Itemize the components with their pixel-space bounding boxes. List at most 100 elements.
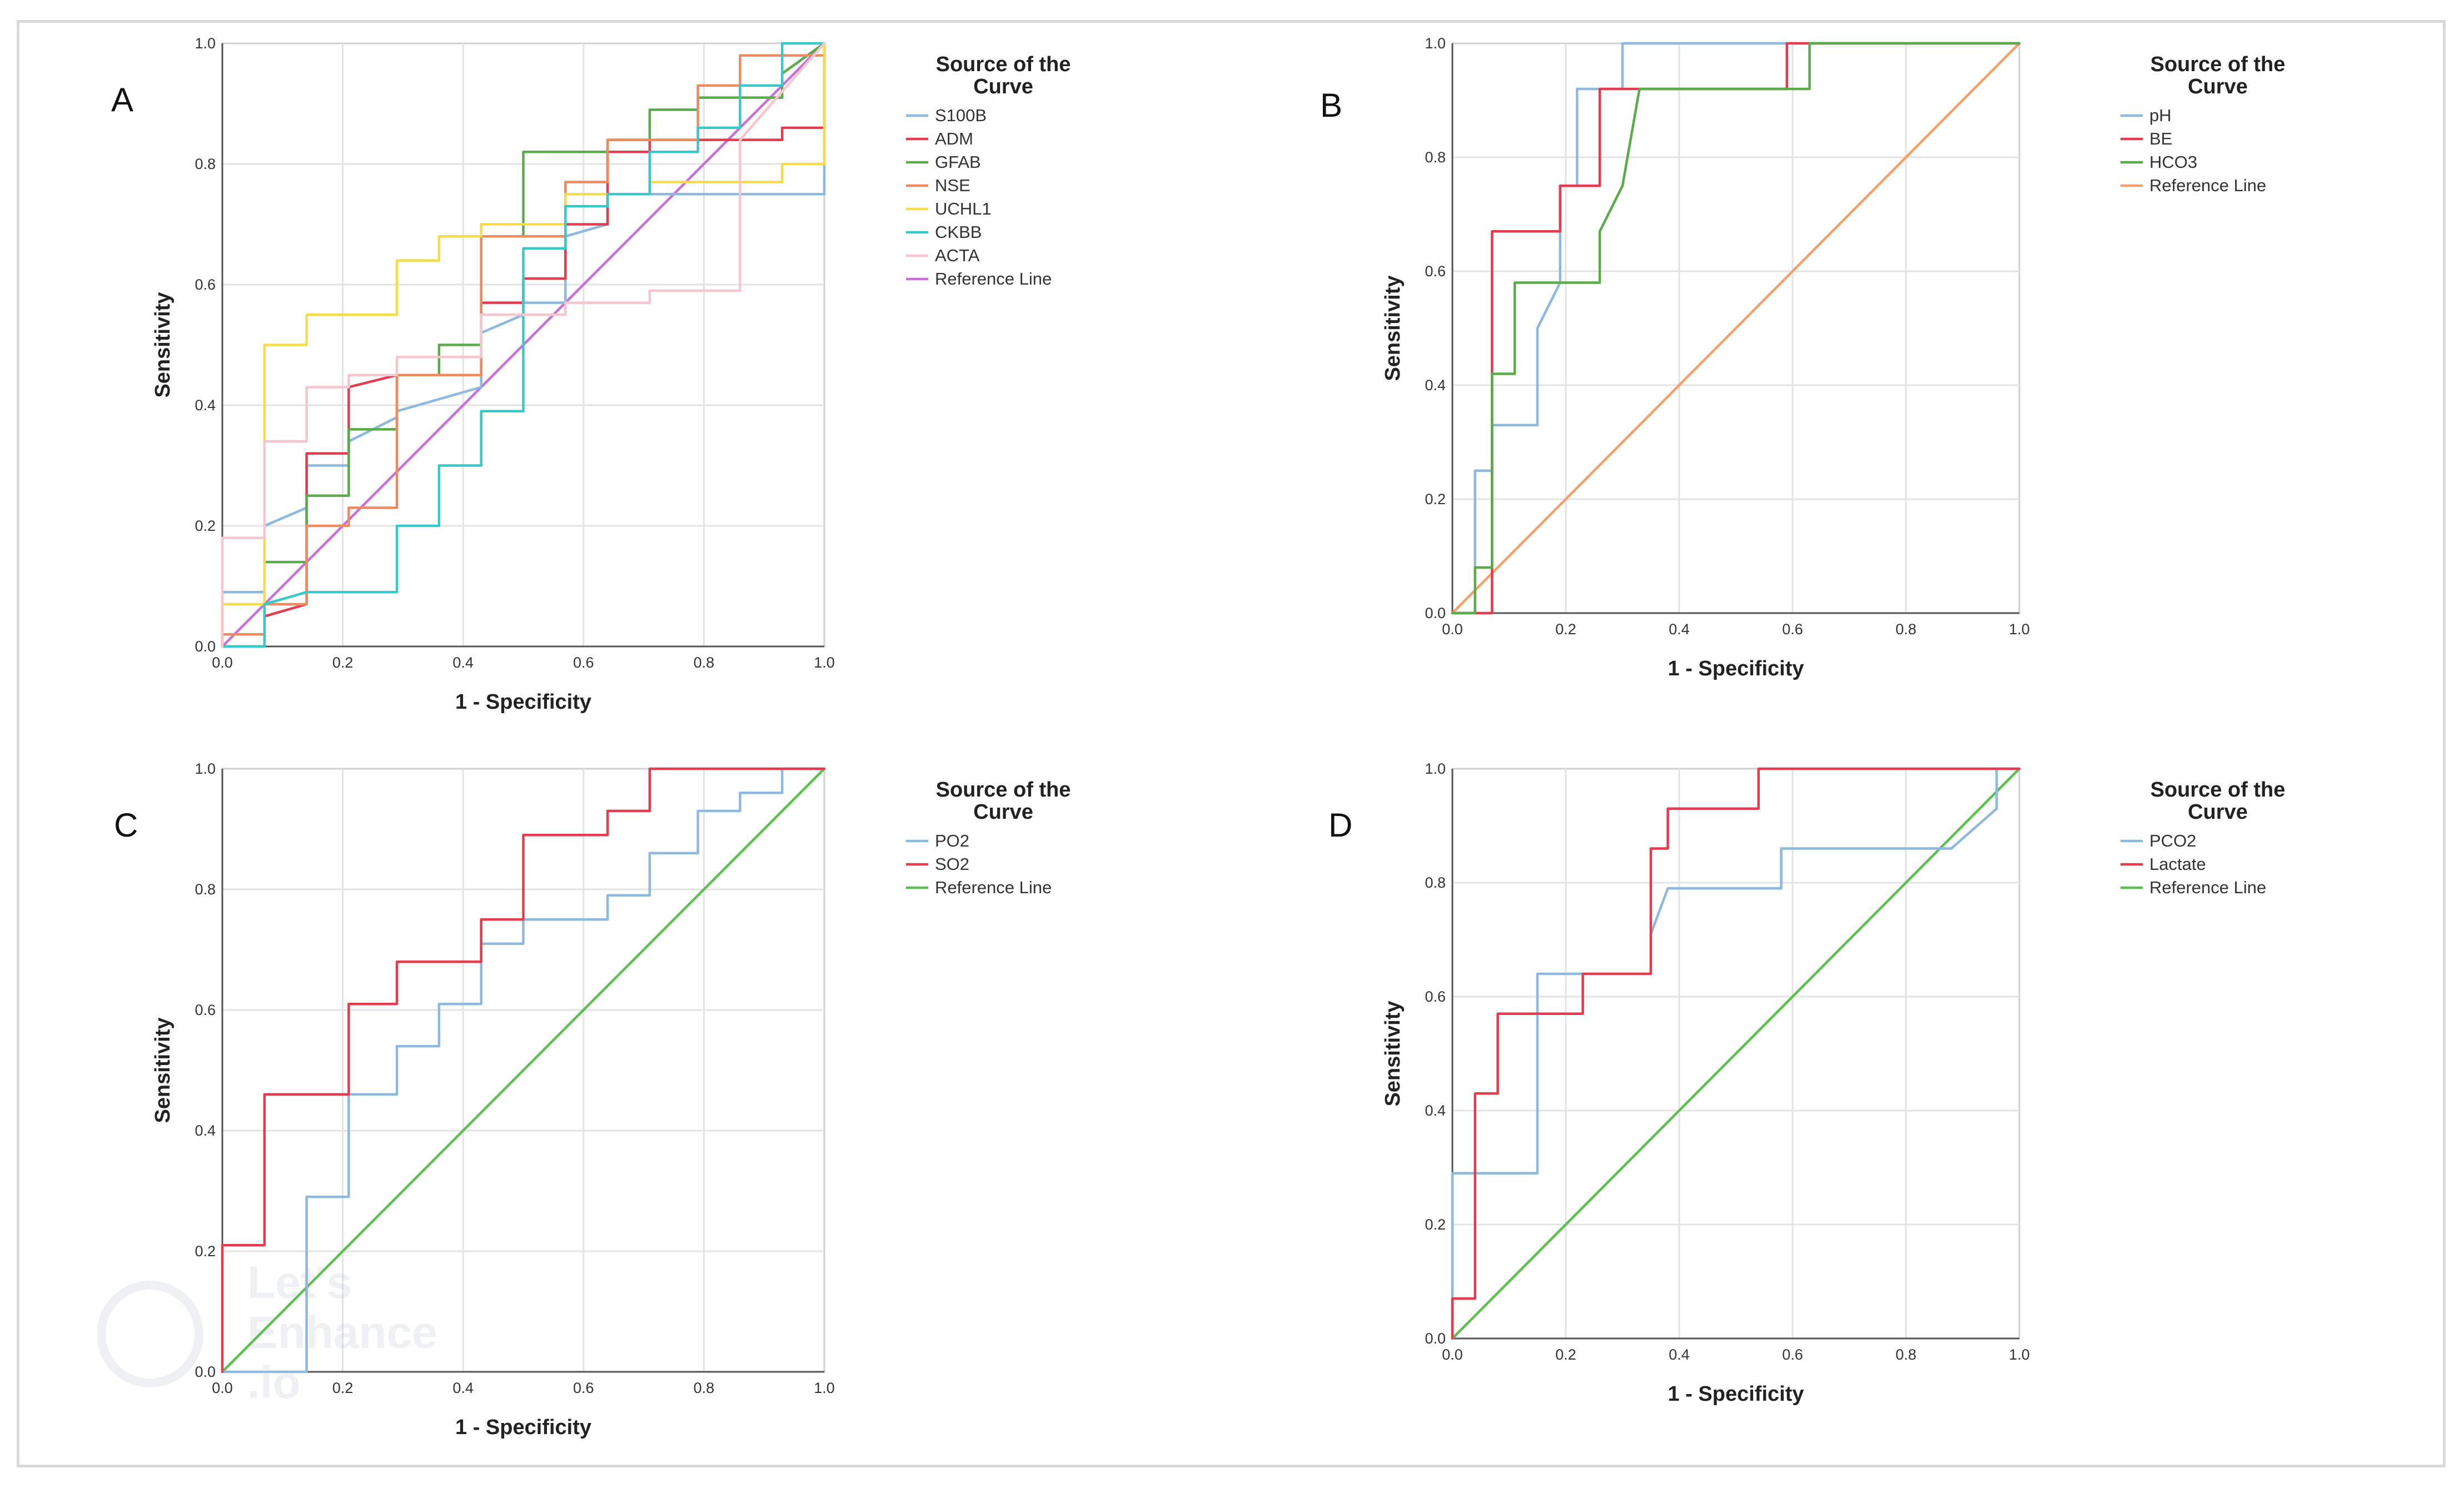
x-axis-label-d: 1 - Specificity bbox=[1668, 1382, 1804, 1406]
y-tick-label: 0.4 bbox=[1425, 377, 1446, 394]
y-tick-label: 0.2 bbox=[195, 1243, 216, 1260]
y-tick-label: 0.0 bbox=[195, 1363, 216, 1380]
y-tick-label: 0.8 bbox=[1425, 149, 1446, 166]
y-tick-label: 0.2 bbox=[1425, 491, 1446, 507]
legend-title-d: Curve bbox=[2188, 800, 2248, 824]
watermark: Let's Enhance .io bbox=[97, 1259, 437, 1404]
legend-item-a-uchl1: UCHL1 bbox=[935, 199, 992, 218]
x-tick-label: 0.2 bbox=[1555, 1346, 1576, 1363]
x-axis-label-b: 1 - Specificity bbox=[1668, 657, 1804, 680]
curve-a-acta bbox=[221, 42, 826, 648]
curve-d-pco2 bbox=[1451, 767, 2021, 1340]
curve-a-ckbb bbox=[221, 42, 826, 648]
legend-item-b-hco3: HCO3 bbox=[2149, 152, 2197, 172]
x-tick-label: 0.4 bbox=[452, 1380, 474, 1396]
legend-item-a-ckbb: CKBB bbox=[935, 222, 982, 242]
x-axis-label-c: 1 - Specificity bbox=[455, 1416, 591, 1439]
panel-d: D 0.0 0.2 0.4 0.6 0.8 1.0 0.0 0.2 0.4 0.6 0.8 1.0 1 -… bbox=[1328, 760, 2285, 1406]
curve-b-reference-line bbox=[1451, 42, 2020, 614]
legend-item-c-reference-line: Reference Line bbox=[935, 878, 1052, 897]
legend-title-c: Curve bbox=[973, 800, 1033, 824]
curve-a-nse bbox=[221, 42, 826, 648]
y-tick-label: 0.6 bbox=[195, 1002, 216, 1018]
legend-title-d: Source of the bbox=[2151, 778, 2286, 802]
panel-letter-c: C bbox=[114, 807, 138, 844]
legend-title-a: Source of the bbox=[936, 53, 1071, 76]
curve-c-so2 bbox=[221, 767, 826, 1373]
x-tick-label: 0.6 bbox=[1782, 1346, 1803, 1363]
y-tick-label: 0.8 bbox=[195, 156, 216, 172]
legend-item-a-adm: ADM bbox=[935, 129, 973, 148]
watermark-logo-icon bbox=[97, 1281, 203, 1387]
curve-c-po2 bbox=[221, 767, 826, 1373]
legend-item-d-reference-line: Reference Line bbox=[2149, 878, 2266, 897]
legend-item-a-nse: NSE bbox=[935, 176, 970, 195]
x-tick-label: 0.0 bbox=[1442, 621, 1463, 638]
x-tick-label: 0.8 bbox=[694, 654, 715, 671]
x-tick-label: 0.6 bbox=[573, 654, 594, 671]
panel-a: A 0.0 0.2 0.4 0.6 0.8 1.0 0.0 0.2 0.4 0.6 0.8 1.0 1 -… bbox=[111, 35, 1071, 714]
y-tick-label: 0.4 bbox=[195, 1122, 216, 1139]
x-tick-label: 0.2 bbox=[332, 1380, 354, 1396]
legend-item-a-s100b: S100B bbox=[935, 106, 987, 125]
legend-title-b: Curve bbox=[2188, 75, 2248, 98]
x-tick-label: 0.8 bbox=[1895, 1346, 1917, 1363]
legend-item-b-ph: pH bbox=[2149, 106, 2172, 125]
legend-item-d-pco2: PCO2 bbox=[2149, 831, 2196, 850]
y-tick-label: 0.4 bbox=[1425, 1102, 1446, 1119]
y-axis-label-a: Sensitivity bbox=[151, 292, 175, 397]
x-tick-label: 0.0 bbox=[1442, 1346, 1463, 1363]
x-tick-label: 1.0 bbox=[814, 1380, 835, 1396]
legend-item-b-be: BE bbox=[2149, 129, 2172, 148]
x-tick-label: 0.0 bbox=[212, 1380, 233, 1396]
legend-item-c-po2: PO2 bbox=[935, 831, 969, 850]
x-tick-label: 0.8 bbox=[1895, 621, 1917, 638]
legend-item-a-acta: ACTA bbox=[935, 246, 980, 265]
legend-item-d-lactate: Lactate bbox=[2149, 854, 2206, 874]
legend-item-a-gfab: GFAB bbox=[935, 152, 981, 172]
x-tick-label: 0.8 bbox=[694, 1380, 715, 1396]
x-tick-label: 0.4 bbox=[1669, 621, 1690, 638]
y-tick-label: 1.0 bbox=[1425, 760, 1446, 777]
y-tick-label: 1.0 bbox=[1425, 35, 1446, 52]
y-axis-label-b: Sensitivity bbox=[1381, 275, 1405, 381]
x-tick-label: 0.6 bbox=[1782, 621, 1803, 638]
curve-a-uchl1 bbox=[221, 42, 826, 648]
y-tick-label: 0.2 bbox=[1425, 1216, 1446, 1233]
legend-title-a: Curve bbox=[973, 75, 1033, 98]
y-tick-label: 0.4 bbox=[195, 397, 216, 414]
y-tick-label: 0.6 bbox=[195, 276, 216, 293]
watermark-line2: Enhance bbox=[247, 1307, 437, 1358]
x-tick-label: 0.2 bbox=[1555, 621, 1576, 638]
x-tick-label: 1.0 bbox=[2009, 1346, 2030, 1363]
x-tick-label: 1.0 bbox=[2009, 621, 2030, 638]
curve-d-reference-line bbox=[1451, 768, 2020, 1340]
y-tick-label: 0.0 bbox=[1425, 605, 1446, 621]
watermark-line3: .io bbox=[247, 1357, 301, 1404]
y-tick-label: 0.8 bbox=[195, 881, 216, 898]
watermark-line1: Let's bbox=[247, 1259, 352, 1308]
y-tick-label: 0.8 bbox=[1425, 874, 1446, 891]
x-tick-label: 0.2 bbox=[332, 654, 354, 671]
x-tick-label: 0.4 bbox=[452, 654, 474, 671]
y-tick-label: 0.6 bbox=[1425, 263, 1446, 280]
curve-c-reference-line bbox=[221, 768, 825, 1373]
panel-letter-a: A bbox=[111, 81, 133, 118]
legend-title-b: Source of the bbox=[2151, 53, 2286, 76]
y-tick-label: 0.0 bbox=[1425, 1330, 1446, 1347]
x-tick-label: 1.0 bbox=[814, 654, 835, 671]
curve-b-hco3 bbox=[1451, 42, 2021, 615]
panel-c: C 0.0 0.2 0.4 0.6 0.8 1.0 0.0 0.2 0.4 0.6 0.8 1.0 1 -… bbox=[114, 760, 1071, 1439]
x-axis-label-a: 1 - Specificity bbox=[455, 690, 591, 714]
panel-b: B 0.0 0.2 0.4 0.6 0.8 1.0 0.0 0.2 0.4 0.6 0.8 1.0 1 -… bbox=[1320, 35, 2285, 680]
x-tick-label: 0.6 bbox=[573, 1380, 594, 1396]
y-tick-label: 0.2 bbox=[195, 517, 216, 534]
curve-d-lactate bbox=[1451, 767, 2021, 1340]
legend-item-b-reference-line: Reference Line bbox=[2149, 176, 2266, 195]
y-tick-label: 0.6 bbox=[1425, 988, 1446, 1005]
legend-item-a-reference-line: Reference Line bbox=[935, 269, 1052, 288]
panel-letter-d: D bbox=[1328, 807, 1352, 844]
x-tick-label: 0.4 bbox=[1669, 1346, 1690, 1363]
y-axis-label-c: Sensitivity bbox=[151, 1017, 175, 1123]
